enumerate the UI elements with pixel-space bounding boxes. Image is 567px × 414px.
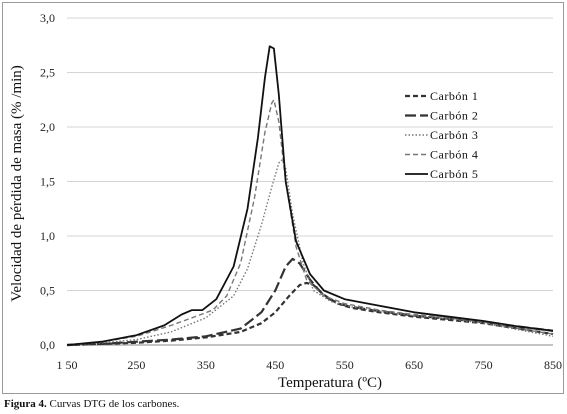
legend-label-5: Carbón 5 — [430, 167, 478, 181]
series-line-4 — [66, 99, 554, 346]
chart-frame — [2, 2, 564, 394]
x-tick-label: 1 50 — [57, 358, 78, 372]
x-tick-label: 350 — [197, 358, 215, 372]
y-tick-label: 2,0 — [40, 120, 55, 134]
legend-label-4: Carbón 4 — [430, 148, 478, 162]
figure-caption-label: Figura 4. — [4, 398, 47, 410]
y-tick-label: 2,5 — [40, 66, 55, 80]
x-tick-label: 550 — [336, 358, 354, 372]
x-tick-label: 650 — [405, 358, 423, 372]
x-tick-label: 450 — [266, 358, 284, 372]
legend-label-1: Carbón 1 — [430, 89, 478, 103]
figure-caption: Figura 4. Curvas DTG de los carbones. — [4, 398, 179, 410]
x-tick-label: 850 — [544, 358, 562, 372]
x-axis-title: Temperatura (ºC) — [278, 375, 382, 391]
y-tick-label: 0,0 — [40, 338, 55, 352]
y-tick-label: 3,0 — [40, 11, 55, 25]
y-axis-title: Velocidad de pérdida de masa (% /min) — [9, 65, 25, 302]
y-tick-label: 1,5 — [40, 175, 55, 189]
series-line-2 — [66, 257, 554, 347]
series-line-3 — [66, 159, 554, 346]
figure-caption-text: Curvas DTG de los carbones. — [49, 398, 180, 410]
x-tick-label: 250 — [127, 358, 145, 372]
legend-label-2: Carbón 2 — [430, 109, 478, 123]
y-tick-label: 1,0 — [40, 229, 55, 243]
y-tick-label: 0,5 — [40, 284, 55, 298]
x-tick-label: 750 — [475, 358, 493, 372]
series-line-5 — [66, 45, 554, 346]
legend-label-3: Carbón 3 — [430, 128, 478, 142]
